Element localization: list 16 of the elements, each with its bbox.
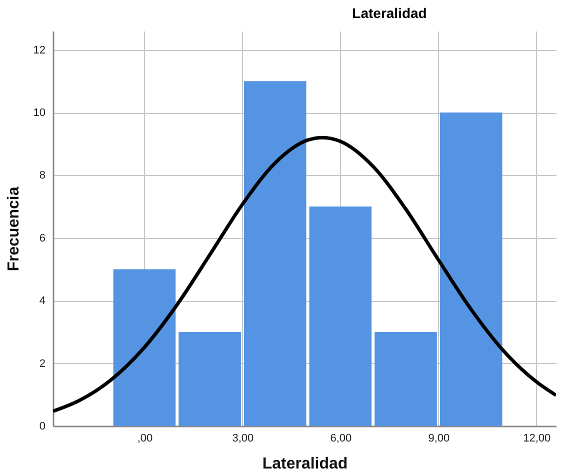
- x-tick-label: 6,00: [330, 432, 352, 444]
- y-tick-label: 10: [33, 107, 46, 120]
- x-tick-label: 9,00: [428, 432, 450, 444]
- y-tick-label: 0: [39, 420, 46, 432]
- y-tick-label: 12: [33, 44, 46, 56]
- chart-title: Lateralidad: [352, 5, 427, 21]
- y-tick-label: 4: [39, 295, 46, 308]
- line-series: [53, 136, 556, 414]
- x-tick-label: 3,00: [232, 432, 254, 444]
- y-tick-label: 6: [39, 232, 46, 244]
- y-tick-label: 8: [39, 170, 46, 182]
- y-axis-title: Frecuencia: [5, 186, 22, 272]
- x-axis-title: Lateralidad: [262, 456, 348, 472]
- x-tick-label: 12,00: [523, 432, 551, 444]
- y-tick-label: 2: [39, 358, 46, 370]
- x-tick-label: ,00: [137, 432, 153, 444]
